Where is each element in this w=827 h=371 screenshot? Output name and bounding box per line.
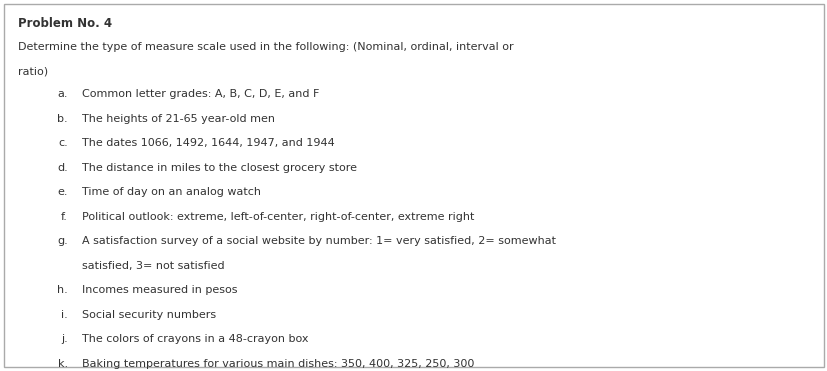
Text: g.: g. [57, 236, 68, 246]
Text: The heights of 21-65 year-old men: The heights of 21-65 year-old men [82, 114, 275, 124]
Text: i.: i. [61, 310, 68, 320]
Text: a.: a. [57, 89, 68, 99]
Text: Baking temperatures for various main dishes: 350, 400, 325, 250, 300: Baking temperatures for various main dis… [82, 359, 474, 369]
Text: ratio): ratio) [18, 66, 48, 76]
Text: c.: c. [58, 138, 68, 148]
Text: Political outlook: extreme, left-of-center, right-of-center, extreme right: Political outlook: extreme, left-of-cent… [82, 212, 474, 222]
Text: Problem No. 4: Problem No. 4 [18, 17, 112, 30]
Text: b.: b. [57, 114, 68, 124]
Text: The colors of crayons in a 48-crayon box: The colors of crayons in a 48-crayon box [82, 334, 308, 344]
Text: The distance in miles to the closest grocery store: The distance in miles to the closest gro… [82, 163, 356, 173]
Text: satisfied, 3= not satisfied: satisfied, 3= not satisfied [82, 261, 224, 271]
Text: f.: f. [61, 212, 68, 222]
Text: Determine the type of measure scale used in the following: (Nominal, ordinal, in: Determine the type of measure scale used… [18, 42, 513, 52]
Text: Social security numbers: Social security numbers [82, 310, 216, 320]
Text: e.: e. [57, 187, 68, 197]
Text: h.: h. [57, 285, 68, 295]
Text: The dates 1066, 1492, 1644, 1947, and 1944: The dates 1066, 1492, 1644, 1947, and 19… [82, 138, 334, 148]
Text: A satisfaction survey of a social website by number: 1= very satisfied, 2= somew: A satisfaction survey of a social websit… [82, 236, 555, 246]
Text: Common letter grades: A, B, C, D, E, and F: Common letter grades: A, B, C, D, E, and… [82, 89, 319, 99]
Text: Incomes measured in pesos: Incomes measured in pesos [82, 285, 237, 295]
Text: j.: j. [61, 334, 68, 344]
Text: Time of day on an analog watch: Time of day on an analog watch [82, 187, 261, 197]
FancyBboxPatch shape [4, 4, 823, 367]
Text: d.: d. [57, 163, 68, 173]
Text: k.: k. [58, 359, 68, 369]
